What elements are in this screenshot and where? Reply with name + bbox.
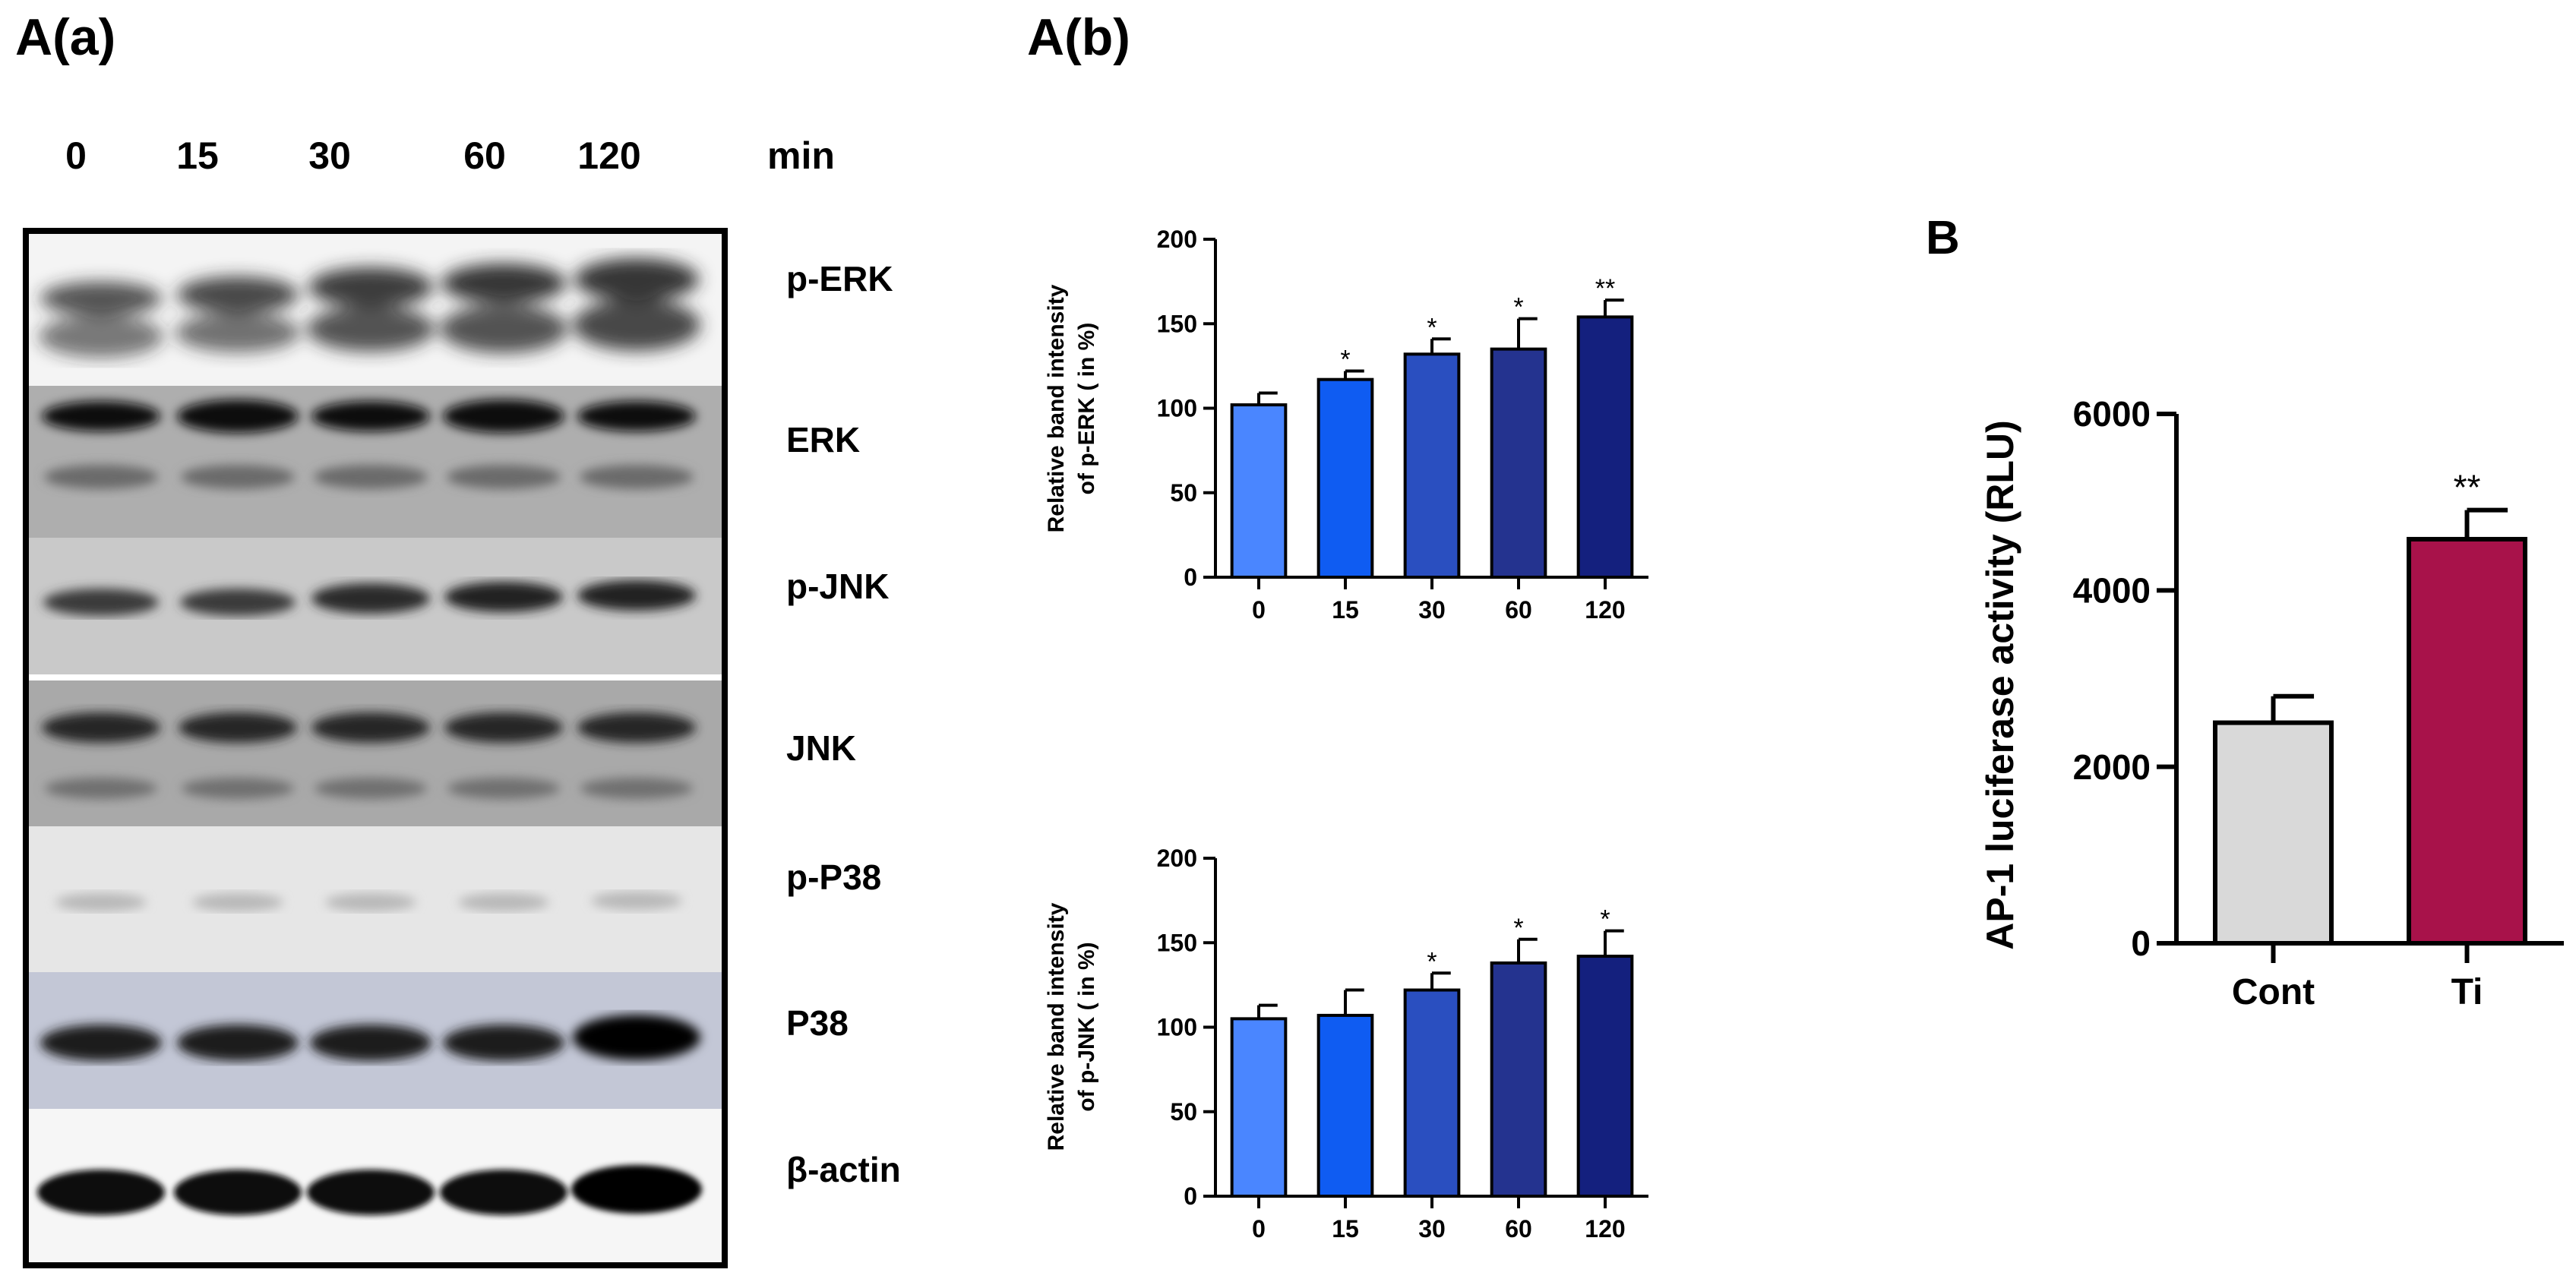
panel-label-b: B (1926, 212, 1960, 264)
protein-label-p38: P38 (786, 1003, 849, 1043)
significance-marker: * (1340, 346, 1350, 374)
x-tick-label-15: 15 (1332, 596, 1359, 624)
bar-Cont (2213, 720, 2334, 946)
x-tick-label-30: 30 (1418, 596, 1446, 624)
chart-p-erk: 0 50 100 150 200 0 * 15 * 30 * 60 ** 120 Relative band… (1044, 226, 1648, 624)
x-tick-label-30: 30 (1418, 1215, 1446, 1243)
y-tick-label: 100 (1157, 1014, 1197, 1041)
y-tick-label: 4000 (2073, 570, 2151, 610)
protein-label-beta-actin: β-actin (786, 1150, 901, 1189)
time-label-0: 0 (65, 134, 87, 177)
time-label-30: 30 (308, 134, 351, 177)
time-label-60: 60 (463, 134, 506, 177)
protein-label-jnk: JNK (786, 728, 857, 768)
x-tick-label-60: 60 (1505, 1215, 1532, 1243)
protein-label-erk: ERK (786, 420, 861, 459)
y-tick-label: 200 (1157, 226, 1197, 253)
bar-15 (1316, 1013, 1374, 1198)
significance-marker: ** (1595, 274, 1615, 303)
x-tick-label-60: 60 (1505, 596, 1532, 624)
bar-120 (1576, 955, 1634, 1198)
y-tick-label: 0 (1184, 564, 1197, 591)
bar-30 (1403, 988, 1461, 1198)
y-tick-label: 150 (1157, 929, 1197, 956)
y-axis-label-line2: of p-ERK ( in %) (1074, 323, 1099, 495)
x-tick-label-Ti: Ti (2451, 972, 2483, 1012)
panel-label-a-a: A(a) (15, 8, 116, 66)
y-tick-label: 2000 (2073, 747, 2151, 787)
y-tick-label: 100 (1157, 395, 1197, 422)
bar-60 (1490, 347, 1547, 579)
x-tick-label-120: 120 (1585, 596, 1625, 624)
y-tick-label: 0 (1184, 1183, 1197, 1210)
western-blot-image (23, 228, 728, 1268)
y-tick-label: 50 (1170, 1098, 1197, 1126)
significance-marker: * (1427, 947, 1437, 976)
x-tick-label-0: 0 (1252, 1215, 1266, 1243)
significance-marker: ** (2454, 468, 2481, 507)
protein-label-p-jnk: p-JNK (786, 567, 890, 606)
y-axis-label-line1: Relative band intensity (1044, 284, 1069, 532)
y-tick-label: 0 (2131, 924, 2151, 963)
western-blot-bands (29, 234, 722, 1262)
bar-30 (1403, 352, 1461, 579)
x-tick-label-15: 15 (1332, 1215, 1359, 1243)
bar-Ti (2407, 536, 2527, 946)
x-tick-label-120: 120 (1585, 1215, 1625, 1243)
y-axis-label-line1: Relative band intensity (1044, 902, 1069, 1151)
bar-0 (1230, 403, 1288, 579)
bar-0 (1230, 1017, 1288, 1198)
significance-marker: * (1600, 905, 1610, 934)
y-tick-label: 150 (1157, 310, 1197, 337)
significance-marker: * (1427, 313, 1437, 342)
chart-p-jnk: 0 50 100 150 200 0 15 * 30 * 60 * 120 Relative band i… (1044, 845, 1648, 1243)
panel-label-a-b: A(b) (1027, 8, 1130, 66)
protein-label-p-erk: p-ERK (786, 259, 893, 298)
y-axis-label: AP-1 luciferase activity (RLU) (1979, 420, 2021, 949)
time-label-120: 120 (577, 134, 641, 177)
significance-marker: * (1513, 914, 1523, 943)
x-tick-label-0: 0 (1252, 596, 1266, 624)
chart-ap1-luciferase: 0 2000 4000 6000 Cont ** Ti AP-1 luciferase act… (1979, 394, 2564, 1012)
time-label-15: 15 (176, 134, 219, 177)
bar-60 (1490, 961, 1547, 1198)
protein-label-p-p38: p-P38 (786, 857, 882, 897)
significance-marker: * (1513, 293, 1523, 322)
y-tick-label: 50 (1170, 479, 1197, 507)
time-unit-label: min (767, 134, 835, 177)
y-axis-label-line2: of p-JNK ( in %) (1074, 942, 1099, 1111)
x-tick-label-Cont: Cont (2232, 972, 2315, 1012)
bar-120 (1576, 315, 1634, 579)
y-tick-label: 6000 (2073, 394, 2151, 434)
bar-15 (1316, 377, 1374, 579)
y-tick-label: 200 (1157, 845, 1197, 872)
